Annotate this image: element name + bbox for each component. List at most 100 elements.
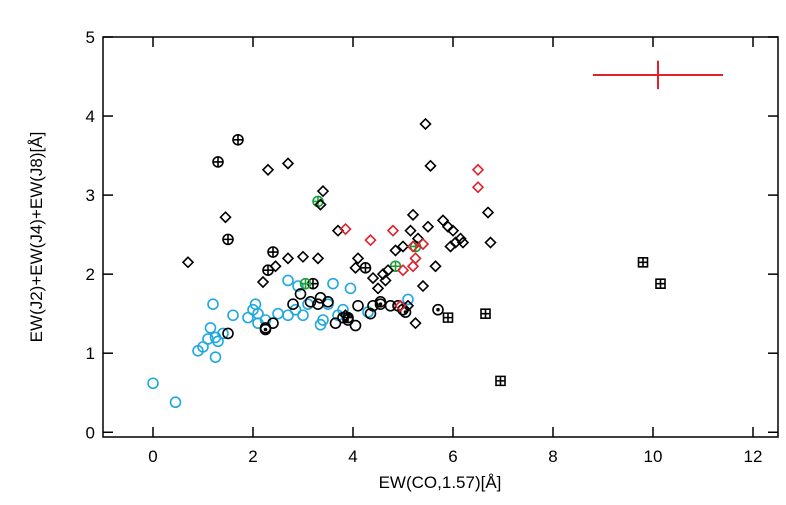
- point: [222, 327, 234, 340]
- point: [329, 317, 342, 329]
- point: [262, 264, 274, 276]
- point: [212, 156, 224, 168]
- point: [197, 341, 209, 353]
- point: [297, 309, 309, 321]
- y-tick-label: 5: [86, 28, 95, 47]
- point: [204, 322, 217, 334]
- point: [442, 312, 454, 323]
- point: [637, 256, 649, 268]
- point: [281, 252, 295, 265]
- point: [432, 304, 444, 316]
- point: [317, 314, 329, 326]
- point: [394, 299, 407, 312]
- point: [446, 224, 460, 237]
- y-tick-label: 0: [86, 423, 95, 442]
- point: [339, 222, 352, 236]
- point: [311, 252, 325, 265]
- point: [316, 185, 330, 198]
- point: [362, 306, 374, 318]
- point: [269, 260, 282, 273]
- point: [232, 134, 244, 146]
- point: [289, 304, 302, 316]
- point: [406, 208, 420, 221]
- point: [181, 256, 195, 269]
- point: [304, 296, 317, 308]
- point: [292, 280, 304, 292]
- point: [396, 264, 410, 277]
- point: [272, 307, 284, 320]
- point: [207, 298, 219, 310]
- point: [339, 309, 352, 322]
- point: [282, 309, 294, 321]
- point: [242, 311, 254, 324]
- point: [495, 375, 506, 387]
- point: [480, 308, 491, 319]
- point: [366, 271, 380, 285]
- point: [344, 282, 357, 295]
- point: [374, 298, 387, 310]
- point: [386, 224, 400, 237]
- point: [349, 261, 362, 274]
- y-axis-label: EW(J2)+EW(J4)+EW(J8)[Å]: [27, 132, 46, 343]
- plot-frame: [102, 36, 779, 438]
- x-tick-label: 8: [548, 447, 557, 466]
- point: [312, 298, 324, 310]
- y-tick-label: 1: [86, 344, 95, 363]
- point: [421, 220, 435, 233]
- point: [454, 232, 467, 245]
- point: [192, 345, 204, 357]
- point: [359, 262, 372, 274]
- point: [147, 377, 159, 389]
- point: [351, 252, 365, 265]
- point: [404, 224, 417, 237]
- x-tick-label: 4: [348, 447, 357, 466]
- x-tick-label: 2: [248, 447, 257, 466]
- point: [249, 298, 262, 310]
- point: [282, 274, 294, 287]
- point: [471, 163, 485, 176]
- point: [384, 300, 397, 312]
- point: [429, 260, 442, 273]
- point: [389, 244, 402, 257]
- point: [212, 335, 224, 348]
- point: [349, 319, 362, 332]
- point: [222, 233, 234, 246]
- point: [296, 250, 310, 263]
- point: [227, 309, 239, 321]
- point: [314, 319, 327, 331]
- point: [352, 300, 364, 312]
- point: [402, 293, 414, 306]
- point: [287, 298, 299, 310]
- x-tick-label: 6: [448, 447, 457, 466]
- point: [406, 260, 420, 273]
- point: [416, 279, 430, 293]
- point: [261, 163, 275, 176]
- point: [409, 317, 422, 330]
- point: [436, 214, 450, 227]
- point: [267, 246, 279, 258]
- point: [416, 237, 430, 251]
- point: [364, 307, 377, 320]
- point: [209, 351, 222, 363]
- point: [259, 323, 272, 336]
- point: [481, 206, 495, 219]
- point: [299, 277, 312, 290]
- point: [302, 298, 314, 310]
- point: [219, 211, 232, 224]
- point: [424, 159, 437, 172]
- point: [256, 275, 270, 289]
- point: [314, 198, 327, 211]
- y-tick-label: 3: [86, 186, 95, 205]
- x-tick-label: 10: [644, 447, 663, 466]
- x-tick-label: 0: [148, 447, 157, 466]
- x-axis-label: EW(CO,1.57)[Å]: [379, 473, 502, 492]
- point: [484, 236, 497, 249]
- point: [456, 236, 470, 249]
- point: [406, 240, 420, 253]
- point: [327, 277, 339, 290]
- point: [217, 327, 229, 340]
- point: [169, 396, 182, 408]
- y-tick-label: 2: [86, 265, 95, 284]
- point: [444, 240, 457, 253]
- point: [396, 240, 410, 253]
